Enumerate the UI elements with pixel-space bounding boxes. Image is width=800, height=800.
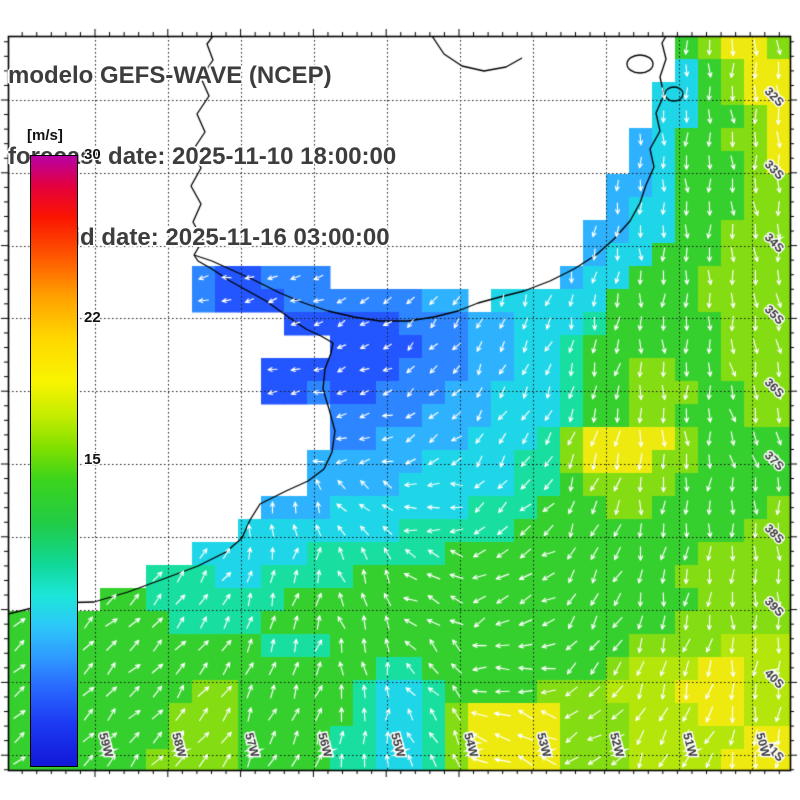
colorbar-tick-30: 30 — [84, 146, 101, 163]
colorbar-unit-label: [m/s] — [27, 127, 63, 144]
colorbar-tick-22: 22 — [84, 308, 101, 326]
colorbar-gradient — [30, 155, 78, 767]
model-title: modelo GEFS-WAVE (NCEP) — [8, 62, 332, 89]
colorbar-tick-15: 15 — [84, 451, 101, 468]
